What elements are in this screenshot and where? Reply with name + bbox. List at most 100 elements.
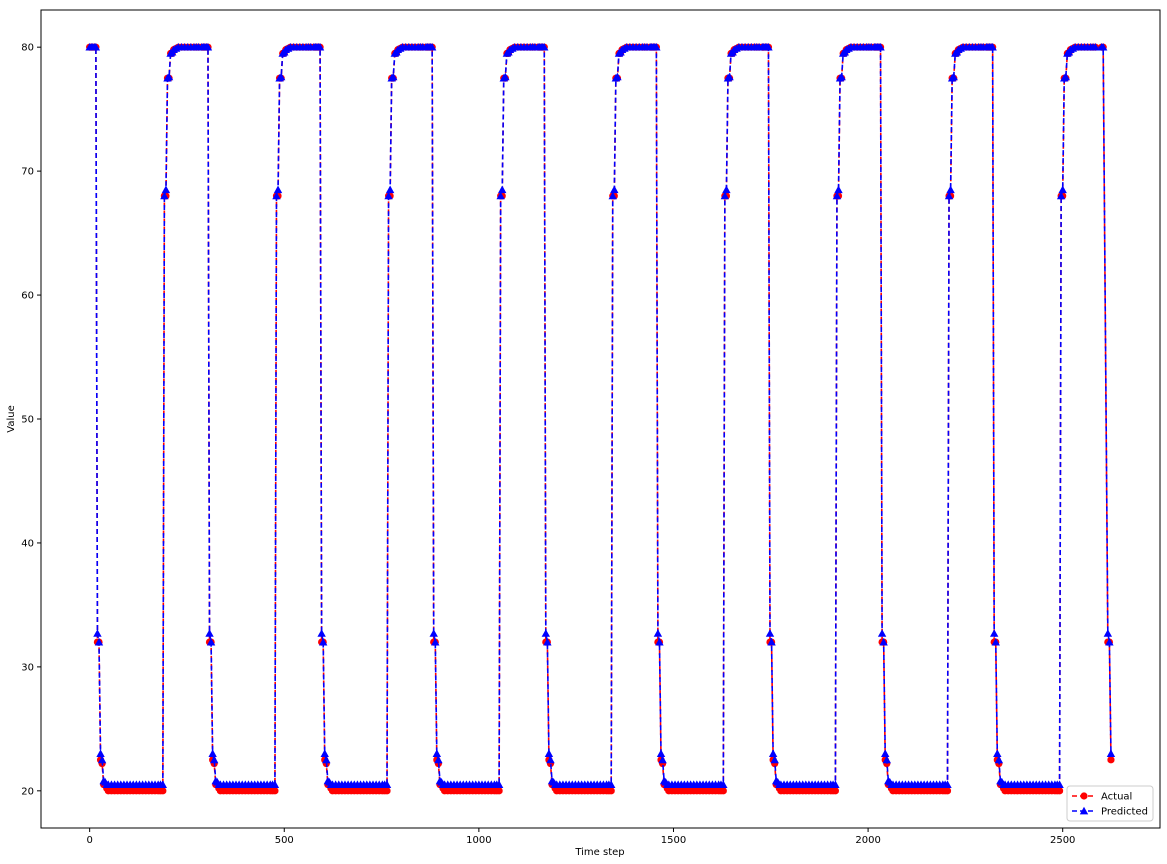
- x-tick-label: 1000: [466, 835, 491, 846]
- x-tick-label: 2500: [1050, 835, 1075, 846]
- data-point-predicted: [273, 185, 283, 194]
- data-point-predicted: [322, 755, 331, 764]
- data-point-predicted: [494, 780, 504, 788]
- data-point-predicted: [427, 42, 437, 51]
- data-point-actual: [495, 787, 503, 795]
- data-point-predicted: [1061, 72, 1071, 81]
- data-point-predicted: [272, 191, 281, 200]
- data-point-predicted: [991, 637, 1000, 646]
- data-point-predicted: [91, 42, 101, 51]
- data-point-actual: [159, 787, 167, 795]
- data-point-predicted: [881, 749, 890, 757]
- data-point-predicted: [1091, 42, 1100, 51]
- data-point-predicted: [270, 780, 280, 788]
- data-point-predicted: [652, 42, 661, 51]
- data-point-predicted: [656, 749, 666, 757]
- data-point-predicted: [160, 191, 169, 200]
- data-point-predicted: [317, 629, 326, 637]
- data-point-predicted: [501, 72, 510, 81]
- data-point-predicted: [203, 42, 213, 51]
- data-point-predicted: [431, 637, 440, 646]
- y-tick-label: 40: [21, 538, 34, 549]
- data-point-predicted: [768, 749, 778, 757]
- legend-marker: [1080, 792, 1088, 800]
- data-point-predicted: [541, 629, 551, 637]
- data-point-predicted: [655, 637, 664, 646]
- data-point-predicted: [610, 185, 619, 194]
- data-point-predicted: [653, 629, 663, 637]
- y-axis-label: Value: [6, 405, 17, 432]
- data-point-actual: [271, 787, 279, 795]
- data-point-predicted: [946, 185, 955, 194]
- x-axis-label: Time step: [574, 847, 624, 858]
- data-point-predicted: [208, 749, 217, 757]
- data-point-predicted: [164, 72, 174, 81]
- data-point-predicted: [389, 72, 398, 81]
- y-tick-label: 50: [21, 415, 34, 426]
- data-point-predicted: [882, 755, 891, 764]
- data-point-actual: [383, 787, 391, 795]
- data-point-predicted: [989, 629, 999, 637]
- data-point-predicted: [1098, 42, 1108, 51]
- x-tick-label: 0: [86, 835, 92, 846]
- data-point-predicted: [498, 185, 507, 194]
- data-point-predicted: [879, 637, 888, 646]
- data-point-predicted: [276, 72, 286, 81]
- data-point-predicted: [385, 185, 395, 194]
- data-point-predicted: [722, 185, 731, 194]
- data-point-predicted: [607, 780, 616, 788]
- data-point-predicted: [1058, 185, 1067, 194]
- data-point-predicted: [877, 629, 887, 637]
- data-point-predicted: [96, 749, 105, 757]
- data-point-predicted: [944, 191, 954, 200]
- data-point-predicted: [93, 629, 102, 637]
- data-point-actual: [1055, 787, 1064, 795]
- data-point-actual: [719, 787, 727, 795]
- data-point-actual: [943, 787, 952, 795]
- data-point-predicted: [382, 780, 392, 788]
- data-point-predicted: [764, 42, 773, 51]
- data-point-predicted: [432, 749, 442, 757]
- y-tick-label: 30: [21, 662, 34, 673]
- x-tick-label: 1500: [661, 835, 686, 846]
- data-point-predicted: [1056, 191, 1066, 200]
- data-point-predicted: [834, 185, 843, 194]
- x-tick-label: 500: [275, 835, 294, 846]
- y-tick-label: 20: [21, 786, 34, 797]
- data-point-predicted: [320, 749, 329, 757]
- legend: Actual Predicted: [1066, 785, 1154, 822]
- data-point-predicted: [97, 755, 107, 764]
- data-point-predicted: [720, 191, 730, 200]
- data-point-predicted: [943, 780, 952, 788]
- data-point-predicted: [725, 72, 734, 81]
- data-point-predicted: [540, 42, 549, 51]
- data-point-predicted: [546, 755, 555, 764]
- data-point-predicted: [496, 191, 505, 200]
- data-point-predicted: [158, 780, 168, 788]
- data-point-predicted: [544, 749, 554, 757]
- y-tick-label: 70: [21, 167, 34, 178]
- data-point-predicted: [205, 629, 214, 637]
- y-tick-label: 60: [21, 291, 34, 302]
- data-point-predicted: [543, 637, 552, 646]
- data-point-predicted: [876, 42, 885, 51]
- y-tick-label: 80: [21, 43, 34, 54]
- data-point-predicted: [613, 72, 622, 81]
- data-point-predicted: [719, 780, 728, 788]
- legend-item-actual: Actual: [1072, 792, 1132, 803]
- data-point-actual: [831, 787, 839, 795]
- data-point-predicted: [832, 191, 842, 200]
- data-point-predicted: [988, 42, 997, 51]
- data-point-predicted: [767, 637, 776, 646]
- data-point-predicted: [770, 755, 779, 764]
- data-point-predicted: [658, 755, 667, 764]
- data-point-predicted: [1055, 780, 1064, 788]
- data-point-predicted: [949, 72, 958, 81]
- data-point-predicted: [384, 191, 393, 200]
- data-point-predicted: [94, 637, 104, 646]
- data-point-predicted: [837, 72, 846, 81]
- series-predicted: [85, 42, 1116, 788]
- data-point-predicted: [993, 749, 1002, 757]
- x-tick-label: 2000: [855, 835, 880, 846]
